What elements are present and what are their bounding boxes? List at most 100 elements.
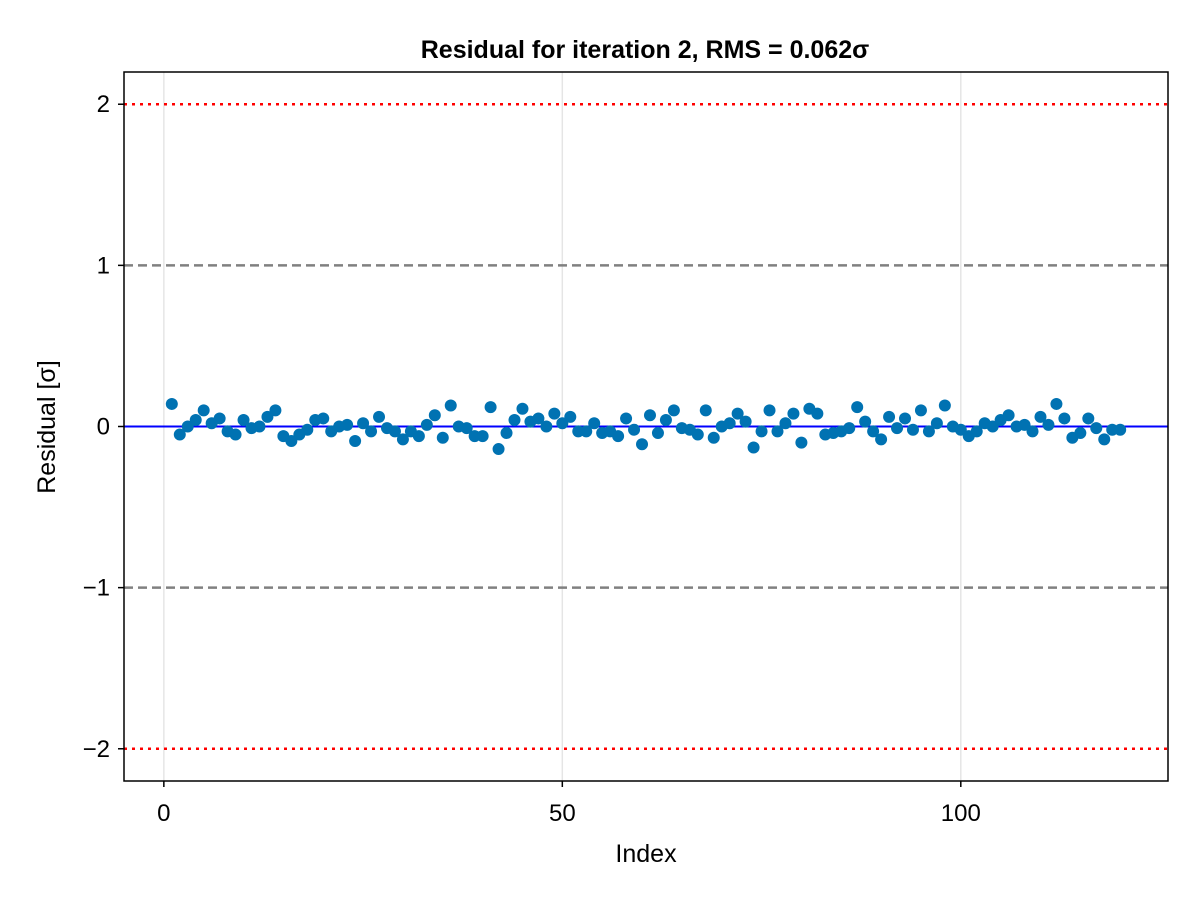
data-point xyxy=(875,433,888,446)
scatter-points xyxy=(165,397,1127,456)
x-tick-label: 100 xyxy=(941,800,981,827)
data-point xyxy=(1082,412,1095,425)
data-point xyxy=(699,404,712,417)
data-point xyxy=(970,425,983,438)
data-point xyxy=(843,422,856,435)
y-tick-label: −2 xyxy=(83,736,110,763)
y-axis-ticks: −2 −1 0 1 2 xyxy=(83,91,124,763)
data-point xyxy=(930,417,943,430)
x-axis-ticks: 0 50 100 xyxy=(157,781,981,827)
data-point xyxy=(643,409,656,422)
data-point xyxy=(197,404,210,417)
data-point xyxy=(651,426,664,439)
data-point xyxy=(883,410,896,423)
data-point xyxy=(938,399,951,412)
data-point xyxy=(261,410,274,423)
data-point xyxy=(357,417,370,430)
data-point xyxy=(349,435,362,448)
data-point xyxy=(460,422,473,435)
data-point xyxy=(763,404,776,417)
data-point xyxy=(540,420,553,433)
data-point xyxy=(859,415,872,428)
data-point xyxy=(787,407,800,420)
data-point xyxy=(1034,410,1047,423)
data-point xyxy=(181,420,194,433)
data-point xyxy=(484,401,497,414)
data-point xyxy=(1050,397,1063,410)
data-point xyxy=(914,404,927,417)
y-tick-label: 1 xyxy=(97,252,110,279)
x-axis-label: Index xyxy=(615,840,677,868)
data-point xyxy=(500,426,513,439)
data-point xyxy=(906,423,919,436)
data-point xyxy=(636,438,649,451)
y-tick-label: 2 xyxy=(97,91,110,118)
data-point xyxy=(444,399,457,412)
data-point xyxy=(516,402,529,415)
x-tick-label: 0 xyxy=(157,800,170,827)
data-point xyxy=(922,425,935,438)
data-point xyxy=(1026,425,1039,438)
data-point xyxy=(739,415,752,428)
data-point xyxy=(667,404,680,417)
data-point xyxy=(508,414,521,427)
y-axis-label: Residual [σ] xyxy=(33,360,61,494)
data-point xyxy=(373,410,386,423)
data-point xyxy=(899,412,912,425)
data-point xyxy=(747,441,760,454)
data-point xyxy=(396,433,409,446)
data-point xyxy=(365,425,378,438)
data-point xyxy=(428,409,441,422)
data-point xyxy=(707,431,720,444)
data-point xyxy=(1090,422,1103,435)
data-point xyxy=(612,430,625,443)
y-tick-label: −1 xyxy=(83,575,110,602)
data-point xyxy=(580,425,593,438)
data-point xyxy=(341,418,354,431)
data-point xyxy=(412,430,425,443)
data-point xyxy=(165,397,178,410)
data-point xyxy=(620,412,633,425)
data-point xyxy=(564,410,577,423)
data-point xyxy=(628,423,641,436)
x-tick-label: 50 xyxy=(549,800,576,827)
data-point xyxy=(548,407,561,420)
chart-title: Residual for iteration 2, RMS = 0.062σ xyxy=(421,36,870,64)
data-point xyxy=(388,425,401,438)
data-point xyxy=(1018,418,1031,431)
data-point xyxy=(173,428,186,441)
data-point xyxy=(532,412,545,425)
data-point xyxy=(420,418,433,431)
data-point xyxy=(229,428,242,441)
data-point xyxy=(1074,426,1087,439)
data-point xyxy=(811,407,824,420)
data-point xyxy=(691,428,704,441)
data-point xyxy=(213,412,226,425)
data-point xyxy=(1098,433,1111,446)
data-point xyxy=(269,404,282,417)
data-point xyxy=(867,425,880,438)
data-point xyxy=(189,414,202,427)
data-point xyxy=(436,431,449,444)
data-point xyxy=(556,417,569,430)
data-point xyxy=(986,420,999,433)
data-point xyxy=(476,430,489,443)
data-point xyxy=(851,401,864,414)
data-point xyxy=(285,435,298,448)
y-tick-label: 0 xyxy=(97,414,110,441)
data-point xyxy=(253,420,266,433)
data-point xyxy=(755,425,768,438)
data-point xyxy=(1042,418,1055,431)
data-point xyxy=(237,414,250,427)
data-point xyxy=(1002,409,1015,422)
data-point xyxy=(1114,423,1127,436)
data-point xyxy=(771,425,784,438)
data-point xyxy=(588,417,601,430)
data-point xyxy=(492,443,505,456)
data-point xyxy=(779,417,792,430)
data-point xyxy=(795,436,808,449)
data-point xyxy=(731,407,744,420)
data-point xyxy=(659,414,672,427)
data-point xyxy=(317,412,330,425)
